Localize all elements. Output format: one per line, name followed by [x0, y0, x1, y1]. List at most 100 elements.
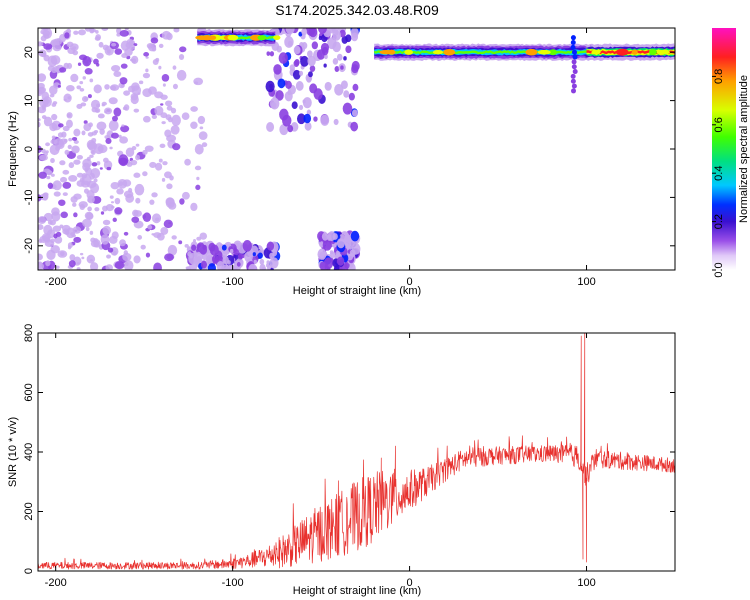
spectrogram-cell — [252, 252, 256, 257]
spectrogram-cell — [319, 241, 324, 247]
spectrogram-cell — [300, 55, 309, 67]
spectrogram-cell — [76, 103, 83, 109]
spectrogram-cell — [100, 211, 105, 215]
spectrogram-cell — [102, 205, 108, 212]
spectrogram-cell — [443, 48, 456, 56]
spectrogram-cell — [93, 130, 99, 134]
spectrogram-cell — [167, 244, 178, 256]
spectrogram-cell — [73, 30, 79, 35]
colorbar: 0.0 0.2 0.4 0.6 0.8 Normalized spectral ampl… — [712, 28, 750, 278]
spectrogram-cell — [138, 80, 144, 85]
spectrogram-cell — [96, 161, 101, 166]
spectrogram-cell — [105, 203, 114, 212]
spectrogram-cell — [275, 90, 284, 101]
spectrogram-cell — [190, 202, 198, 212]
spectrogram-cell — [83, 123, 92, 132]
colorbar-tick-label: 0.4 — [713, 166, 725, 181]
colorbar-tick-label: 0.8 — [713, 69, 725, 84]
spectrogram-cell — [76, 172, 84, 178]
spectrogram-cell — [79, 252, 84, 256]
spectrogram-cell — [124, 261, 129, 267]
spectrogram-cell — [171, 114, 181, 127]
spectrogram-cell — [131, 82, 140, 91]
snr-xlabel: Height of straight line (km) — [293, 585, 421, 597]
spectrogram-cell — [179, 198, 185, 205]
colorbar-tick-label: 0.6 — [713, 117, 725, 132]
spectrogram-cell — [293, 45, 301, 55]
spectrogram-cell — [38, 49, 47, 57]
spectrogram-cell — [278, 52, 288, 64]
spectrogram-cell — [269, 257, 279, 269]
spectrogram-cell — [548, 49, 558, 56]
spectrogram-cell — [348, 92, 355, 101]
spectrogram-cell — [114, 261, 125, 270]
spectrogram-cell — [112, 217, 117, 222]
spectrogram-cell — [82, 218, 92, 228]
spectrogram-cell — [307, 55, 316, 67]
spectrogram-cell — [104, 107, 113, 115]
spectrogram-cell — [113, 107, 122, 117]
spectrogram-cell — [200, 260, 208, 269]
spectrogram-cell — [104, 84, 110, 90]
spectrogram-cell — [122, 179, 132, 187]
spectrogram-cell — [188, 252, 198, 265]
spectrogram-cell — [72, 226, 82, 234]
spectrogram-cell — [350, 28, 359, 38]
spectrogram-cell — [90, 28, 95, 33]
spectrogram-cell — [81, 96, 89, 103]
spectrogram-cell — [38, 171, 47, 179]
spectrogram-cell — [76, 180, 85, 187]
spectrogram-cell — [68, 137, 73, 142]
spectrogram-cell — [279, 108, 289, 121]
spectrogram-cell — [189, 254, 193, 259]
spectrogram-cell — [45, 142, 50, 147]
spectrogram-cell — [257, 35, 266, 40]
spectrogram-cell — [109, 195, 114, 199]
spectrogram-cell — [319, 261, 327, 270]
spectrogram-cell — [289, 64, 295, 72]
spectrogram-cell — [304, 122, 312, 131]
spectrogram-cell — [301, 28, 308, 36]
spectrogram-cell — [123, 90, 131, 96]
spectrogram-cell — [191, 244, 197, 251]
spectrogram-cell — [46, 175, 51, 180]
spectrogram-cell — [153, 262, 162, 270]
spectrogram-cell — [63, 93, 72, 103]
spectrogram-cell — [46, 170, 53, 176]
spectrogram-cell — [121, 124, 125, 127]
spectrogram-cell — [135, 154, 140, 161]
spectrogram-cell — [123, 260, 134, 270]
spectrogram-cell — [158, 158, 163, 163]
spectrogram-cell — [57, 250, 68, 258]
spectrogram-cell — [193, 77, 204, 86]
spectrogram-cell — [147, 224, 153, 230]
spectrogram-cell — [73, 159, 81, 165]
spectrogram-cell — [73, 140, 79, 145]
spectrogram-cell — [144, 145, 154, 152]
spectrogram-cell — [131, 216, 140, 223]
spectrogram-cell — [46, 249, 56, 261]
spectrogram-cell — [525, 48, 538, 56]
spectrogram-cell — [101, 101, 107, 106]
spectrogram-cell — [352, 83, 359, 92]
spectrogram-cell — [432, 49, 444, 55]
spectrogram-cell — [59, 67, 67, 73]
spectrogram-cell — [98, 41, 104, 48]
spectrogram-cell — [96, 103, 101, 108]
spectrogram-cell — [101, 28, 109, 31]
spectrogram-cell — [279, 123, 289, 136]
spectrogram-cell — [335, 250, 341, 257]
spectrogram-cell — [135, 143, 140, 147]
spectrogram-cell — [349, 249, 356, 257]
spectrogram-cell — [39, 235, 48, 244]
spectrogram-cell — [298, 104, 304, 111]
spectrogram-cell — [62, 192, 68, 197]
spectrogram-cell — [72, 50, 79, 56]
spectrogram-cell — [133, 210, 142, 217]
spectrogram-cell — [128, 44, 136, 51]
spectrogram-cell — [155, 162, 163, 171]
spectrogram-cell — [324, 54, 328, 60]
snr-xtick-label: -100 — [222, 577, 244, 589]
spectrogram-cell — [342, 102, 353, 115]
spectrogram-cell — [93, 178, 98, 183]
